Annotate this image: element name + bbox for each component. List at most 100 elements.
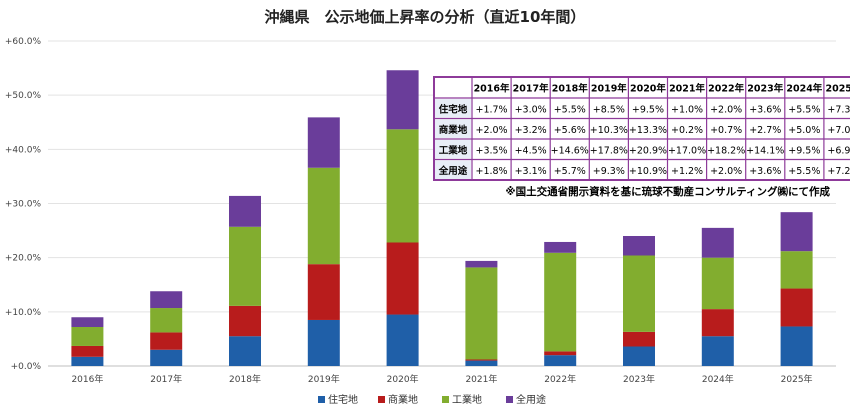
bar-segment bbox=[307, 117, 340, 168]
table-cell: +9.3% bbox=[593, 166, 625, 177]
data-table: 2016年 2017年 2018年 2019年 2020年 2021年 2022年 2023年… bbox=[433, 76, 850, 181]
x-tick-label: 2020年 bbox=[387, 373, 419, 385]
table-cell: +1.7% bbox=[475, 104, 507, 115]
table-cell: +7.3% bbox=[827, 104, 850, 115]
bar-segment bbox=[386, 314, 419, 366]
y-tick-label: +60.0% bbox=[5, 37, 42, 47]
bar-segment bbox=[623, 255, 655, 332]
bar-segment bbox=[544, 241, 577, 253]
y-tick-label: +10.0% bbox=[5, 308, 42, 318]
legend: 住宅地 商業地 工業地 全用途 bbox=[318, 393, 546, 406]
bar-segment bbox=[623, 236, 655, 256]
table-cell: +9.5% bbox=[632, 104, 664, 115]
table-row-label: 商業地 bbox=[439, 124, 468, 136]
bar-segment bbox=[701, 227, 734, 258]
table-cell: +3.1% bbox=[515, 166, 547, 177]
table-cell: +7.2% bbox=[827, 166, 850, 177]
table-cell: +10.9% bbox=[629, 166, 667, 177]
bar-segment bbox=[465, 359, 498, 361]
table-cell: +1.8% bbox=[475, 166, 507, 177]
bar-segment bbox=[229, 226, 261, 306]
table-header-cell: 2021年 bbox=[669, 83, 705, 95]
bar-segment bbox=[701, 309, 734, 337]
bar-segment bbox=[150, 349, 183, 366]
bar-segment bbox=[71, 317, 104, 327]
legend-label: 住宅地 bbox=[328, 393, 358, 406]
table-row-label: 全用途 bbox=[438, 165, 468, 177]
bar-segment bbox=[544, 351, 577, 356]
x-tick-label: 2021年 bbox=[465, 373, 497, 385]
table-cell: +3.6% bbox=[749, 104, 781, 115]
table-cell: +14.6% bbox=[551, 145, 589, 156]
bar-segment bbox=[623, 331, 655, 347]
table-cell: +8.5% bbox=[593, 104, 625, 115]
table-cell: +5.0% bbox=[788, 125, 820, 136]
table-cell: +5.5% bbox=[788, 166, 820, 177]
bar-segment bbox=[229, 305, 261, 337]
table-cell: +5.5% bbox=[788, 104, 820, 115]
legend-label: 工業地 bbox=[452, 393, 482, 406]
y-tick-label: +0.0% bbox=[11, 362, 42, 372]
x-tick-label: 2025年 bbox=[781, 373, 813, 385]
bar-segment bbox=[71, 327, 104, 346]
table-cell: +1.2% bbox=[671, 166, 703, 177]
x-tick-label: 2017年 bbox=[150, 373, 182, 385]
y-tick-label: +40.0% bbox=[5, 145, 42, 155]
table-cell: +17.0% bbox=[668, 145, 706, 156]
table-header-cell: 2024年 bbox=[786, 83, 822, 95]
table-header-cell: 2016年 bbox=[474, 83, 510, 95]
bar-segment bbox=[150, 308, 183, 333]
legend-swatch bbox=[318, 396, 325, 403]
table-cell: +2.7% bbox=[749, 125, 781, 136]
table-cell: +0.2% bbox=[671, 125, 703, 136]
bar-segment bbox=[307, 264, 340, 320]
bar-segment bbox=[780, 326, 813, 366]
table-header-cell: 2022年 bbox=[708, 83, 744, 95]
bars bbox=[71, 70, 813, 366]
legend-swatch bbox=[442, 396, 449, 403]
table-header-cell: 2020年 bbox=[630, 83, 666, 95]
bar-segment bbox=[71, 345, 104, 357]
y-tick-label: +50.0% bbox=[5, 91, 42, 101]
bar-segment bbox=[465, 267, 498, 360]
bar-segment bbox=[701, 336, 734, 366]
table-row-header-bg bbox=[435, 140, 471, 159]
bar-segment bbox=[229, 195, 261, 227]
source-note: ※国土交通省開示資料を基に琉球不動産コンサルティング㈱にて作成 bbox=[505, 185, 830, 198]
x-tick-label: 2016年 bbox=[71, 373, 103, 385]
y-tick-label: +30.0% bbox=[5, 200, 42, 210]
table-cell: +7.0% bbox=[827, 125, 850, 136]
table-cell: +0.7% bbox=[710, 125, 742, 136]
bar-segment bbox=[307, 167, 340, 265]
table-frame bbox=[433, 76, 850, 181]
table-cell: +4.5% bbox=[515, 145, 547, 156]
table-cell: +17.8% bbox=[590, 145, 628, 156]
table-header-cell: 2025年 bbox=[825, 83, 850, 95]
table-cell: +9.5% bbox=[788, 145, 820, 156]
x-tick-label: 2023年 bbox=[623, 373, 655, 385]
table-row-header-bg bbox=[435, 99, 471, 118]
bar-segment bbox=[386, 242, 419, 315]
bar-segment bbox=[780, 251, 813, 289]
table-cell: +18.2% bbox=[707, 145, 745, 156]
x-tick-label: 2022年 bbox=[544, 373, 576, 385]
legend-swatch bbox=[378, 396, 385, 403]
table-header-cell: 2019年 bbox=[591, 83, 627, 95]
table-cell: +1.0% bbox=[671, 104, 703, 115]
x-tick-label: 2024年 bbox=[702, 373, 734, 385]
chart-title: 沖縄県 公示地価上昇率の分析（直近10年間） bbox=[265, 8, 586, 26]
table-header-cell: 2018年 bbox=[552, 83, 588, 95]
bar-segment bbox=[465, 360, 498, 366]
bar-segment bbox=[465, 260, 498, 268]
bar-segment bbox=[623, 346, 655, 366]
table-row-header-bg bbox=[435, 160, 471, 179]
table-cell: +3.2% bbox=[515, 125, 547, 136]
x-tick-label: 2019年 bbox=[308, 373, 340, 385]
y-axis-ticks: +0.0% +10.0% +20.0% +30.0% +40.0% +50.0% +60.0… bbox=[5, 37, 42, 372]
table-cell: +13.3% bbox=[629, 125, 667, 136]
table-cell: +2.0% bbox=[475, 125, 507, 136]
table-cell: +6.9% bbox=[827, 145, 850, 156]
table-cell: +5.6% bbox=[554, 125, 586, 136]
x-axis-ticks: 2016年 2017年 2018年 2019年 2020年 2021年 2022年 2023年… bbox=[71, 373, 812, 385]
table-cell: +3.6% bbox=[749, 166, 781, 177]
